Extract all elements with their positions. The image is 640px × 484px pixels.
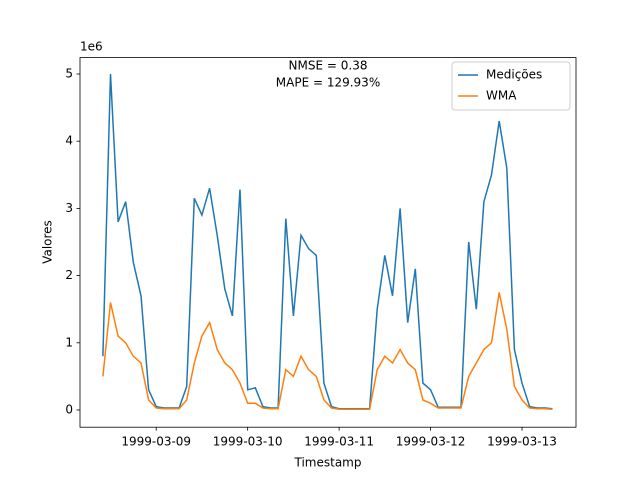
x-tick-label: 1999-03-09 (121, 435, 191, 449)
x-tick-label: 1999-03-12 (396, 435, 466, 449)
legend-label: WMA (486, 89, 517, 103)
legend-box (451, 61, 571, 111)
y-tick-label: 3 (65, 201, 73, 215)
x-tick-label: 1999-03-13 (487, 435, 557, 449)
plot-frame (79, 57, 577, 428)
y-tick-label: 2 (65, 268, 73, 282)
x-tick-label: 1999-03-10 (213, 435, 283, 449)
annotation: NMSE = 0.38 (289, 59, 368, 73)
series-line (102, 292, 553, 411)
y-offset-label: 1e6 (80, 40, 103, 54)
y-axis-label: Valores (41, 220, 55, 264)
x-axis-label: Timestamp (294, 456, 362, 470)
annotation: MAPE = 129.93% (276, 76, 380, 90)
series-line (102, 73, 553, 410)
x-tick-label: 1999-03-11 (304, 435, 374, 449)
y-tick-label: 1 (65, 335, 73, 349)
y-tick-label: 4 (65, 134, 73, 148)
y-tick-label: 5 (65, 66, 73, 80)
legend-label: Medições (486, 68, 542, 82)
y-tick-label: 0 (65, 402, 73, 416)
